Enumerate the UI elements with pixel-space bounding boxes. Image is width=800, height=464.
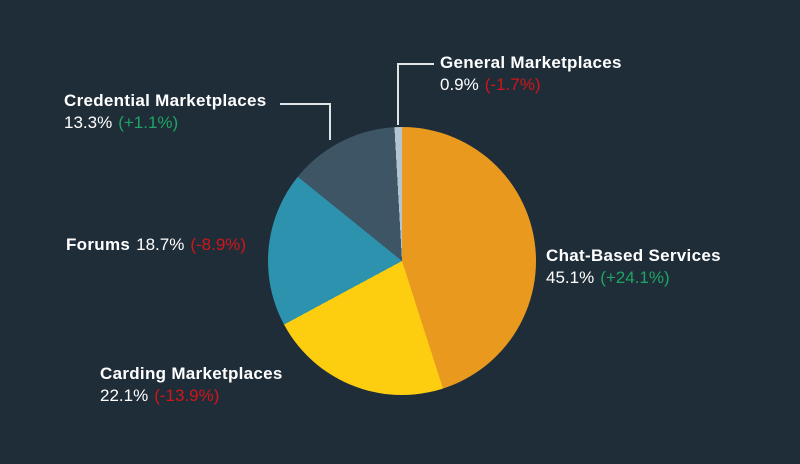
- segment-change: (+24.1%): [600, 268, 670, 287]
- segment-change: (-13.9%): [154, 386, 220, 405]
- segment-change: (-1.7%): [484, 75, 541, 94]
- label-chat-based-services: Chat-Based Services 45.1% (+24.1%): [546, 245, 721, 289]
- segment-value: 0.9%: [440, 75, 479, 94]
- segment-value: 18.7%: [136, 235, 185, 254]
- segment-name: Chat-Based Services: [546, 246, 721, 265]
- connector-line-general-horizontal: [397, 63, 434, 65]
- segment-change: (+1.1%): [118, 113, 179, 132]
- segment-name: Carding Marketplaces: [100, 364, 283, 383]
- connector-line-credential-vertical: [329, 103, 331, 140]
- label-carding-marketplaces: Carding Marketplaces 22.1% (-13.9%): [100, 363, 283, 407]
- pie-chart: [268, 127, 536, 395]
- segment-name: Credential Marketplaces: [64, 91, 267, 110]
- segment-value: 45.1%: [546, 268, 595, 287]
- label-forums: Forums 18.7% (-8.9%): [66, 234, 246, 256]
- segment-values: 45.1% (+24.1%): [546, 267, 721, 289]
- segment-name: General Marketplaces: [440, 53, 622, 72]
- segment-change: (-8.9%): [190, 235, 247, 254]
- segment-value: 22.1%: [100, 386, 149, 405]
- label-credential-marketplaces: Credential Marketplaces 13.3% (+1.1%): [64, 90, 266, 134]
- segment-values: 13.3% (+1.1%): [64, 112, 266, 134]
- connector-line-credential-horizontal: [280, 103, 331, 105]
- segment-values: 22.1% (-13.9%): [100, 385, 283, 407]
- segment-values: 0.9% (-1.7%): [440, 74, 622, 96]
- connector-line-general-vertical: [397, 63, 399, 125]
- segment-value: 13.3%: [64, 113, 113, 132]
- label-general-marketplaces: General Marketplaces 0.9% (-1.7%): [440, 52, 622, 96]
- segment-name: Forums: [66, 235, 131, 254]
